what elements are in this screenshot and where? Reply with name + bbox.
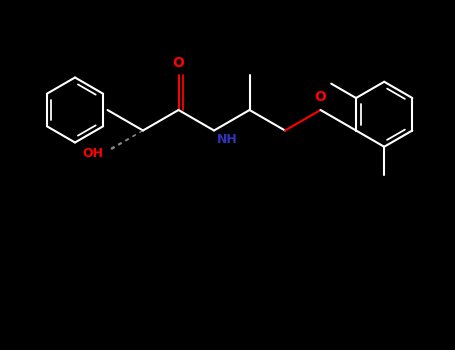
Text: NH: NH	[217, 133, 237, 146]
Text: O: O	[314, 90, 327, 104]
Text: OH: OH	[82, 147, 103, 160]
Text: O: O	[172, 56, 184, 70]
